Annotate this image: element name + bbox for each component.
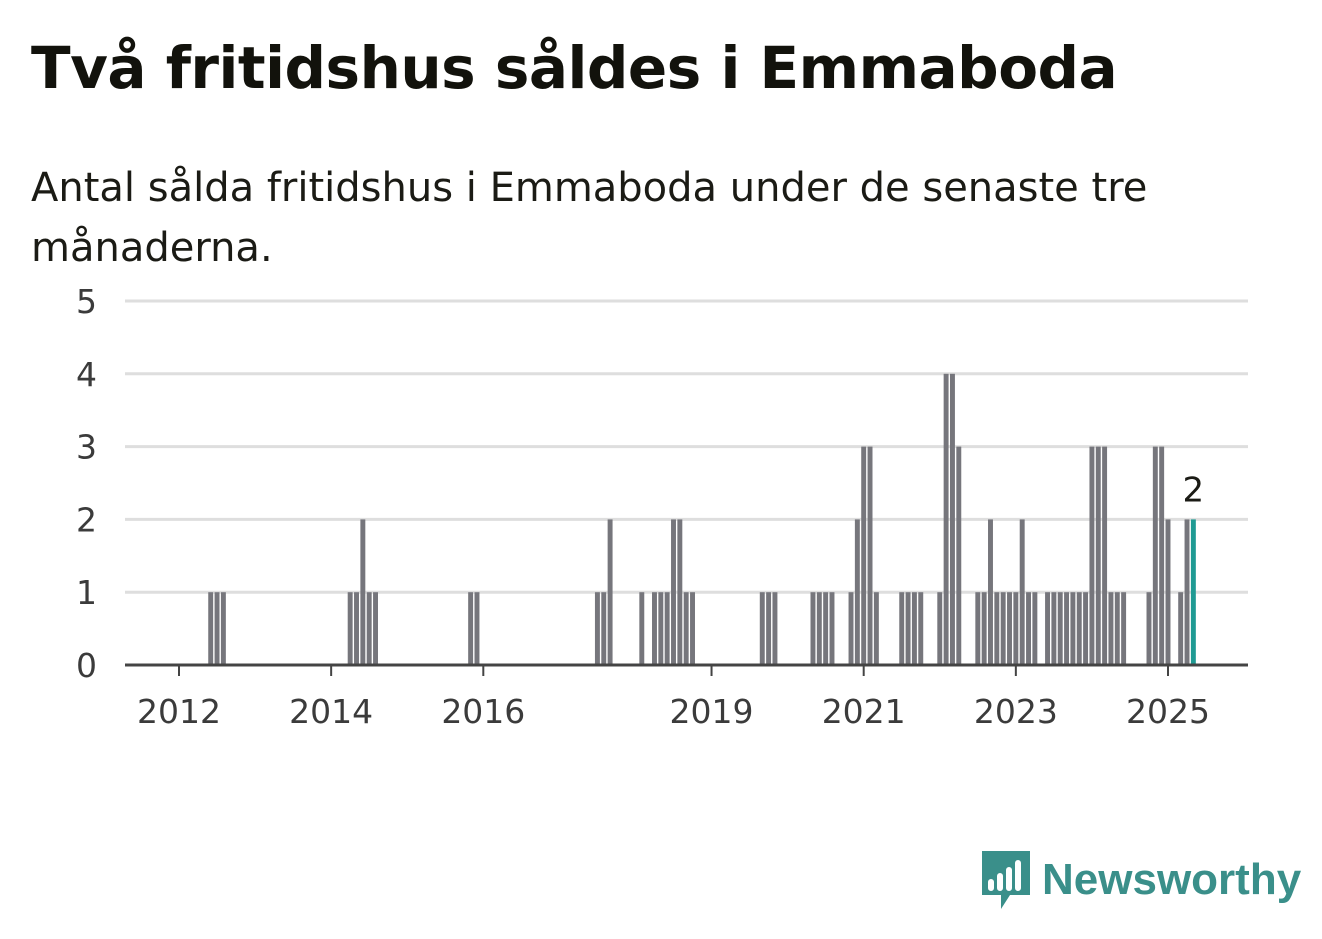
bar bbox=[829, 592, 835, 665]
bar bbox=[360, 519, 366, 665]
bar bbox=[1051, 592, 1057, 665]
bar bbox=[468, 592, 474, 665]
bar bbox=[1019, 519, 1025, 665]
bar bbox=[1121, 592, 1127, 665]
bar bbox=[601, 592, 607, 665]
bar bbox=[1070, 592, 1076, 665]
bar bbox=[848, 592, 854, 665]
bar bbox=[1114, 592, 1120, 665]
bar bbox=[474, 592, 480, 665]
bar bbox=[214, 592, 220, 665]
bar bbox=[366, 592, 372, 665]
bar bbox=[208, 592, 214, 665]
bar bbox=[873, 592, 879, 665]
bar bbox=[1045, 592, 1051, 665]
bar bbox=[373, 592, 378, 665]
bar bbox=[607, 519, 613, 665]
bar bbox=[1083, 592, 1089, 665]
bar bbox=[690, 592, 695, 665]
x-tick-label: 2014 bbox=[289, 692, 373, 731]
bar bbox=[949, 373, 955, 665]
bar bbox=[347, 592, 353, 665]
chart-subtitle: Antal sålda fritidshus i Emmaboda under … bbox=[31, 165, 1148, 271]
y-tick-label: 2 bbox=[76, 500, 97, 539]
bar bbox=[823, 592, 829, 665]
bar bbox=[911, 592, 917, 665]
bar bbox=[1102, 446, 1108, 665]
x-tick-label: 2021 bbox=[822, 692, 906, 731]
bar bbox=[759, 592, 765, 665]
y-tick-label: 5 bbox=[76, 282, 97, 321]
bar bbox=[1184, 519, 1190, 665]
bar bbox=[766, 592, 772, 665]
bar bbox=[1146, 592, 1152, 665]
bar bbox=[1089, 446, 1095, 665]
newsworthy-logo: Newsworthy bbox=[980, 848, 1301, 912]
bar bbox=[1095, 446, 1101, 665]
x-tick-label: 2023 bbox=[974, 692, 1058, 731]
bar bbox=[671, 519, 676, 665]
bar bbox=[1108, 592, 1114, 665]
bar bbox=[937, 592, 943, 665]
bar bbox=[854, 519, 860, 665]
x-tick-label: 2025 bbox=[1126, 692, 1210, 731]
bar bbox=[1026, 592, 1031, 665]
bar bbox=[988, 519, 993, 665]
bar bbox=[594, 592, 600, 665]
y-tick-label: 0 bbox=[76, 646, 97, 685]
bar bbox=[1159, 446, 1165, 665]
bar bbox=[943, 373, 949, 665]
bar bbox=[867, 446, 873, 665]
x-tick-label: 2016 bbox=[441, 692, 525, 731]
bar bbox=[220, 592, 226, 665]
newsworthy-logo-text: Newsworthy bbox=[1042, 855, 1302, 904]
y-tick-label: 3 bbox=[76, 428, 97, 467]
bar bbox=[664, 592, 670, 665]
bar bbox=[905, 592, 911, 665]
bar bbox=[1000, 592, 1006, 665]
bar bbox=[1076, 592, 1082, 665]
chart-title: Två fritidshus såldes i Emmaboda bbox=[31, 34, 1118, 102]
bar bbox=[975, 592, 981, 665]
x-tick-label: 2019 bbox=[670, 692, 754, 731]
bar bbox=[639, 592, 645, 665]
bar bbox=[861, 446, 867, 665]
bar bbox=[956, 446, 962, 665]
y-tick-label: 1 bbox=[76, 573, 97, 612]
bar bbox=[816, 592, 822, 665]
bar bbox=[1057, 592, 1063, 665]
bar bbox=[677, 519, 683, 665]
bar bbox=[899, 592, 905, 665]
bar bbox=[683, 592, 689, 665]
bar-value-label: 2 bbox=[1183, 470, 1205, 510]
bar bbox=[1152, 446, 1158, 665]
bar bbox=[772, 592, 778, 665]
bar bbox=[658, 592, 664, 665]
bar bbox=[918, 592, 924, 665]
bar bbox=[994, 592, 1000, 665]
bar bbox=[1165, 519, 1171, 665]
newsworthy-logo-icon bbox=[982, 851, 1030, 909]
bar bbox=[354, 592, 359, 665]
bar bbox=[1013, 592, 1019, 665]
x-tick-label: 2012 bbox=[137, 692, 221, 731]
bar bbox=[1032, 592, 1038, 665]
bar bbox=[981, 592, 987, 665]
bar bbox=[1178, 592, 1184, 665]
bar bbox=[652, 592, 657, 665]
bar bbox=[810, 592, 816, 665]
bar bbox=[1064, 592, 1070, 665]
highlighted-bar bbox=[1190, 519, 1196, 665]
bar bbox=[1007, 592, 1012, 665]
y-tick-label: 4 bbox=[76, 355, 97, 394]
